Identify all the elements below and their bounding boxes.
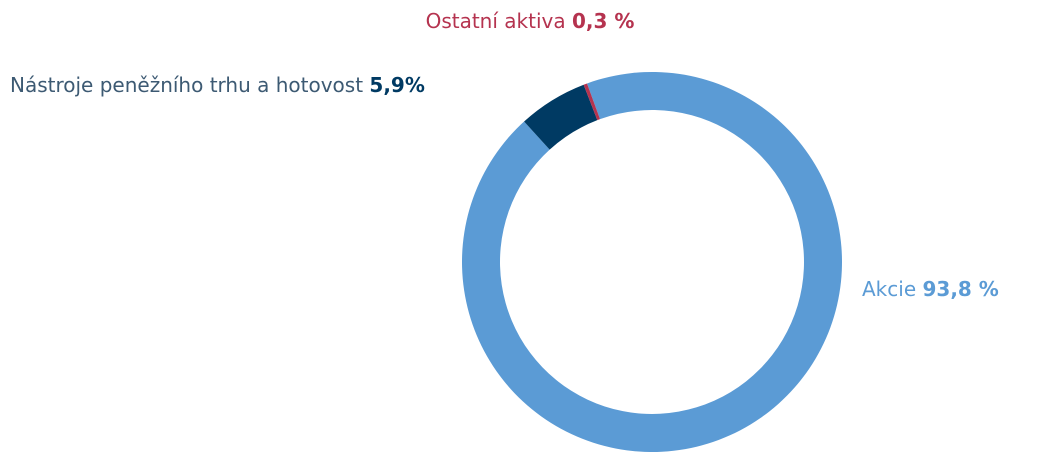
segment-label: Nástroje peněžního trhu a hotovost 5,9% (10, 73, 425, 97)
value-label: 0,3 % (572, 9, 634, 33)
donut-segment (462, 72, 842, 452)
category-name: Nástroje peněžního trhu a hotovost (10, 73, 363, 97)
value-label: 5,9% (369, 73, 424, 97)
donut-segment (583, 83, 601, 121)
value-label: 93,8 % (922, 277, 998, 301)
category-name: Akcie (862, 277, 916, 301)
donut-segment (524, 84, 598, 150)
segment-label: Akcie 93,8 % (862, 277, 999, 301)
segment-label: Ostatní aktiva 0,3 % (426, 9, 635, 33)
category-name: Ostatní aktiva (426, 9, 566, 33)
